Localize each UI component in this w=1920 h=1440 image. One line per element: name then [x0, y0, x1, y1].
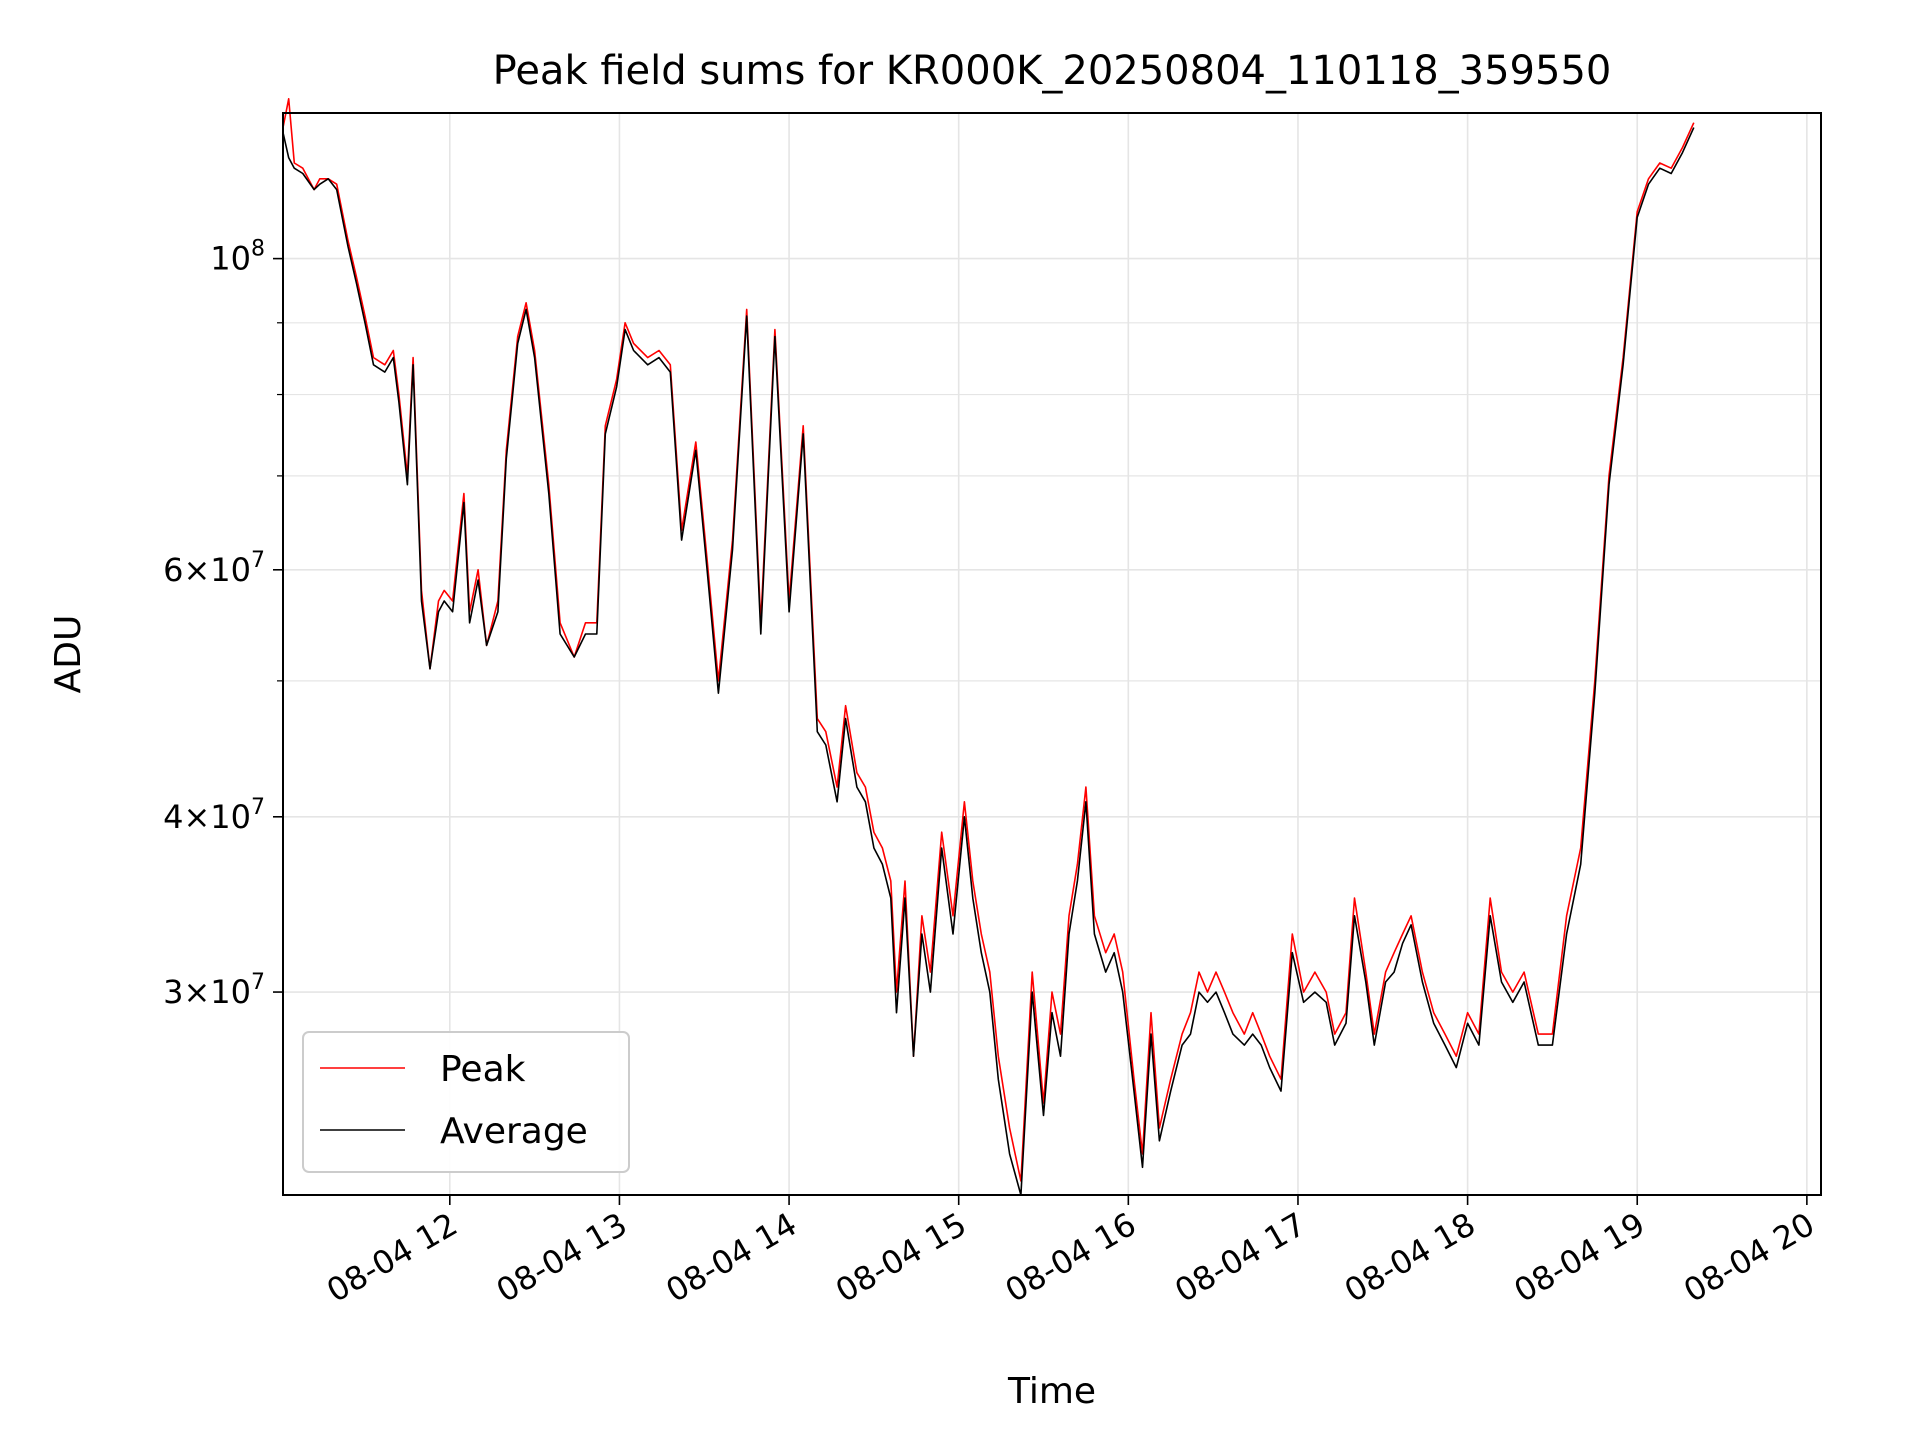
plot-frame	[282, 112, 1822, 1196]
series-line-peak	[282, 98, 1695, 1182]
y-tick-label: 4×107	[163, 795, 265, 836]
legend-box	[302, 1031, 630, 1173]
chart-title: Peak field sums for KR000K_20250804_1101…	[493, 48, 1612, 94]
plot-lines	[282, 98, 1695, 1196]
y-axis-label: ADU	[48, 615, 89, 694]
y-tick-label: 3×107	[163, 970, 265, 1011]
legend-average-label: Average	[440, 1111, 588, 1152]
y-tick-label: 6×107	[163, 548, 265, 589]
legend: Peak Average	[302, 1031, 630, 1173]
legend-peak-label: Peak	[440, 1049, 526, 1090]
series-line-average	[282, 127, 1695, 1196]
x-axis-label: Time	[1007, 1371, 1096, 1412]
